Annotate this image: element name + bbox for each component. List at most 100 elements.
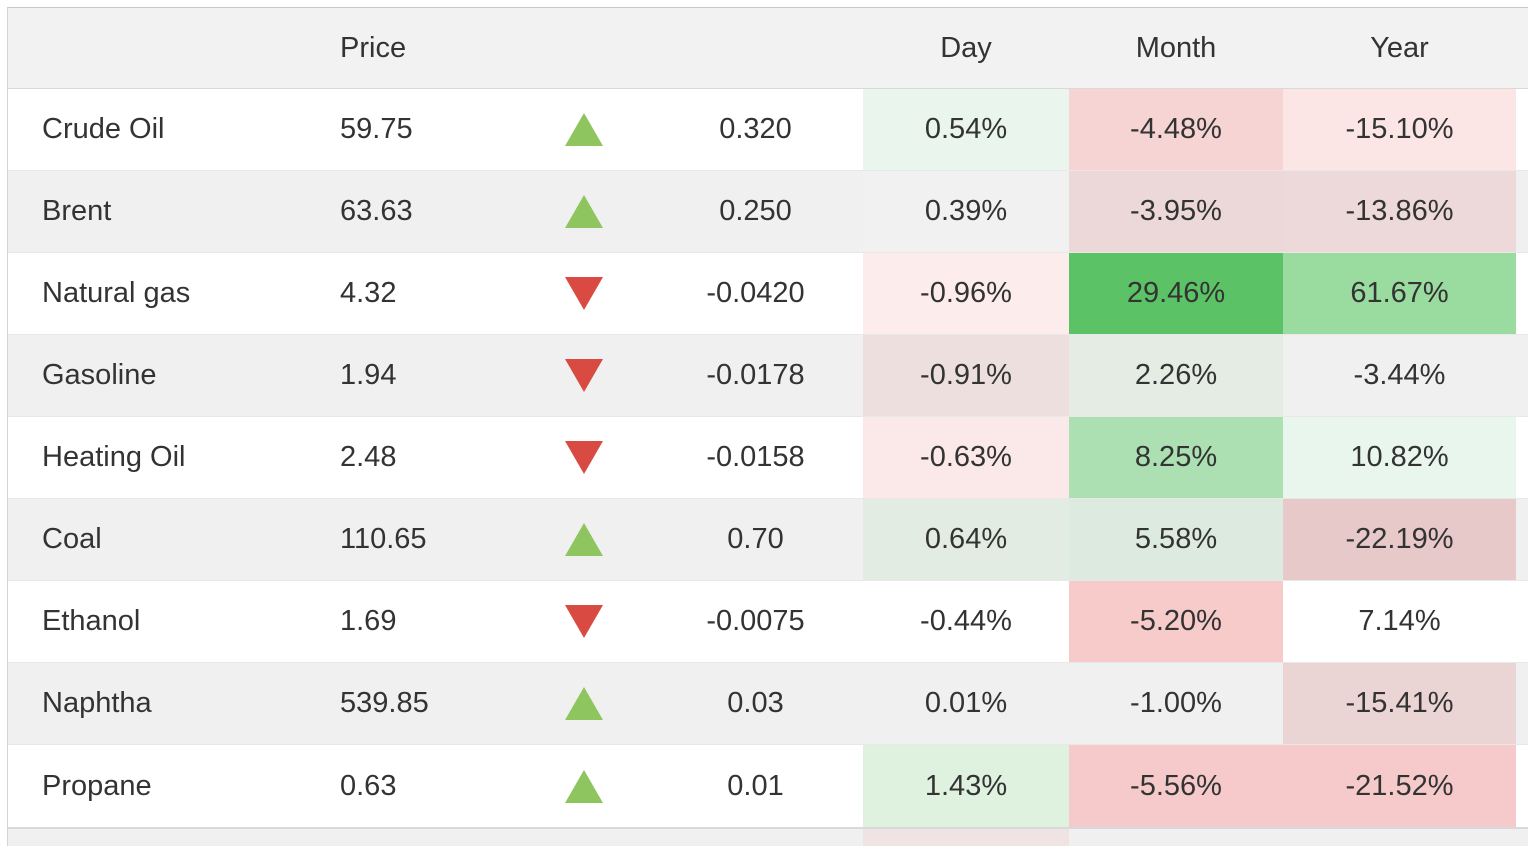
row-gutter — [1516, 89, 1528, 170]
commodity-price: 59.75 — [340, 113, 413, 145]
commodities-table: Price Day Month Year Crude Oil 59.75 0.3… — [7, 7, 1528, 846]
row-gutter — [1516, 829, 1528, 846]
commodity-direction-cell — [520, 253, 648, 334]
row-gutter — [1516, 417, 1528, 498]
commodity-price: 539.85 — [340, 687, 429, 719]
header-month[interactable]: Month — [1135, 31, 1217, 64]
commodity-change: -0.0420 — [706, 277, 805, 309]
header-price[interactable]: Price — [340, 31, 407, 64]
commodity-day-pct — [863, 829, 1069, 846]
commodity-name[interactable]: Heating Oil — [42, 441, 186, 473]
commodity-price: 2.48 — [340, 441, 397, 473]
commodity-day-pct: 1.43% — [863, 745, 1069, 827]
commodity-month-pct: -4.48% — [1069, 89, 1283, 170]
commodity-name[interactable]: Natural gas — [42, 277, 191, 309]
table-row[interactable]: Naphtha 539.85 0.03 0.01% -1.00% -15.41% — [8, 663, 1528, 745]
commodity-day-pct: -0.96% — [863, 253, 1069, 334]
header-day[interactable]: Day — [940, 31, 992, 64]
header-commodity — [8, 8, 310, 88]
commodity-change: 0.250 — [719, 195, 792, 227]
commodity-year-pct: 7.14% — [1283, 581, 1516, 662]
table-header-row: Price Day Month Year — [8, 8, 1528, 89]
commodity-change: -0.0178 — [706, 359, 805, 391]
direction-arrow-icon — [565, 277, 603, 310]
row-gutter — [1516, 745, 1528, 827]
commodity-year-pct: -15.10% — [1283, 89, 1516, 170]
commodity-price: 1.69 — [340, 605, 397, 637]
commodity-year-pct: 61.67% — [1283, 253, 1516, 334]
commodity-change: 0.70 — [727, 523, 784, 555]
commodity-price: 0.63 — [340, 769, 397, 802]
commodity-price — [310, 829, 520, 846]
direction-arrow-icon — [565, 359, 603, 392]
commodity-name[interactable] — [8, 829, 310, 846]
commodity-price: 1.94 — [340, 359, 397, 391]
row-gutter — [1516, 171, 1528, 252]
commodity-direction-cell — [520, 745, 648, 827]
row-gutter — [1516, 499, 1528, 580]
table-row[interactable]: Heating Oil 2.48 -0.0158 -0.63% 8.25% 10… — [8, 417, 1528, 499]
commodity-day-pct: -0.44% — [863, 581, 1069, 662]
commodity-day-pct: -0.63% — [863, 417, 1069, 498]
commodity-month-pct — [1069, 829, 1283, 846]
table-row[interactable]: Crude Oil 59.75 0.320 0.54% -4.48% -15.1… — [8, 89, 1528, 171]
direction-arrow-icon — [565, 605, 603, 638]
commodity-year-pct — [1283, 829, 1516, 846]
direction-arrow-icon — [565, 441, 603, 474]
commodity-price: 110.65 — [340, 523, 427, 555]
commodity-month-pct: -3.95% — [1069, 171, 1283, 252]
header-gutter — [1516, 8, 1528, 88]
commodity-year-pct: 10.82% — [1283, 417, 1516, 498]
row-gutter — [1516, 581, 1528, 662]
commodity-name[interactable]: Ethanol — [42, 605, 141, 637]
commodity-change: 0.320 — [719, 113, 792, 145]
header-year[interactable]: Year — [1370, 31, 1429, 64]
commodity-price: 4.32 — [340, 277, 397, 309]
commodity-day-pct: 0.39% — [863, 171, 1069, 252]
commodity-day-pct: 0.01% — [863, 663, 1069, 744]
commodity-change: 0.01 — [727, 769, 784, 802]
commodity-name[interactable]: Propane — [42, 769, 152, 802]
commodity-month-pct: 8.25% — [1069, 417, 1283, 498]
row-gutter — [1516, 663, 1528, 744]
commodity-month-pct: 5.58% — [1069, 499, 1283, 580]
commodity-month-pct: 29.46% — [1069, 253, 1283, 334]
table-row[interactable]: Brent 63.63 0.250 0.39% -3.95% -13.86% — [8, 171, 1528, 253]
commodity-name[interactable]: Brent — [42, 195, 112, 227]
direction-arrow-icon — [565, 769, 603, 803]
direction-arrow-icon — [565, 113, 603, 146]
commodity-name[interactable]: Naphtha — [42, 687, 152, 719]
commodity-direction-cell — [520, 663, 648, 744]
row-gutter — [1516, 253, 1528, 334]
direction-arrow-icon — [565, 687, 603, 720]
commodity-name[interactable]: Crude Oil — [42, 113, 165, 145]
table-row[interactable]: Ethanol 1.69 -0.0075 -0.44% -5.20% 7.14% — [8, 581, 1528, 663]
commodity-direction-cell — [520, 499, 648, 580]
commodity-name[interactable]: Gasoline — [42, 359, 157, 391]
commodity-month-pct: -5.20% — [1069, 581, 1283, 662]
commodity-day-pct: 0.54% — [863, 89, 1069, 170]
direction-arrow-icon — [565, 523, 603, 556]
row-gutter — [1516, 335, 1528, 416]
commodity-change: -0.0158 — [706, 441, 805, 473]
commodity-year-pct: -3.44% — [1283, 335, 1516, 416]
header-arrow-spacer — [520, 8, 648, 88]
table-row[interactable]: Coal 110.65 0.70 0.64% 5.58% -22.19% — [8, 499, 1528, 581]
commodity-month-pct: 2.26% — [1069, 335, 1283, 416]
commodity-year-pct: -15.41% — [1283, 663, 1516, 744]
table-row[interactable] — [8, 827, 1528, 846]
commodity-price: 63.63 — [340, 195, 413, 227]
commodity-change: 0.03 — [727, 687, 784, 719]
commodity-name[interactable]: Coal — [42, 523, 102, 555]
commodity-direction-cell — [520, 581, 648, 662]
commodity-year-pct: -13.86% — [1283, 171, 1516, 252]
commodity-year-pct: -21.52% — [1283, 745, 1516, 827]
commodity-direction-cell — [520, 89, 648, 170]
commodity-day-pct: -0.91% — [863, 335, 1069, 416]
table-row[interactable]: Natural gas 4.32 -0.0420 -0.96% 29.46% 6… — [8, 253, 1528, 335]
commodity-change: -0.0075 — [706, 605, 805, 637]
commodity-month-pct: -5.56% — [1069, 745, 1283, 827]
table-row[interactable]: Gasoline 1.94 -0.0178 -0.91% 2.26% -3.44… — [8, 335, 1528, 417]
commodity-direction-cell — [520, 417, 648, 498]
table-row[interactable]: Propane 0.63 0.01 1.43% -5.56% -21.52% — [8, 745, 1528, 827]
